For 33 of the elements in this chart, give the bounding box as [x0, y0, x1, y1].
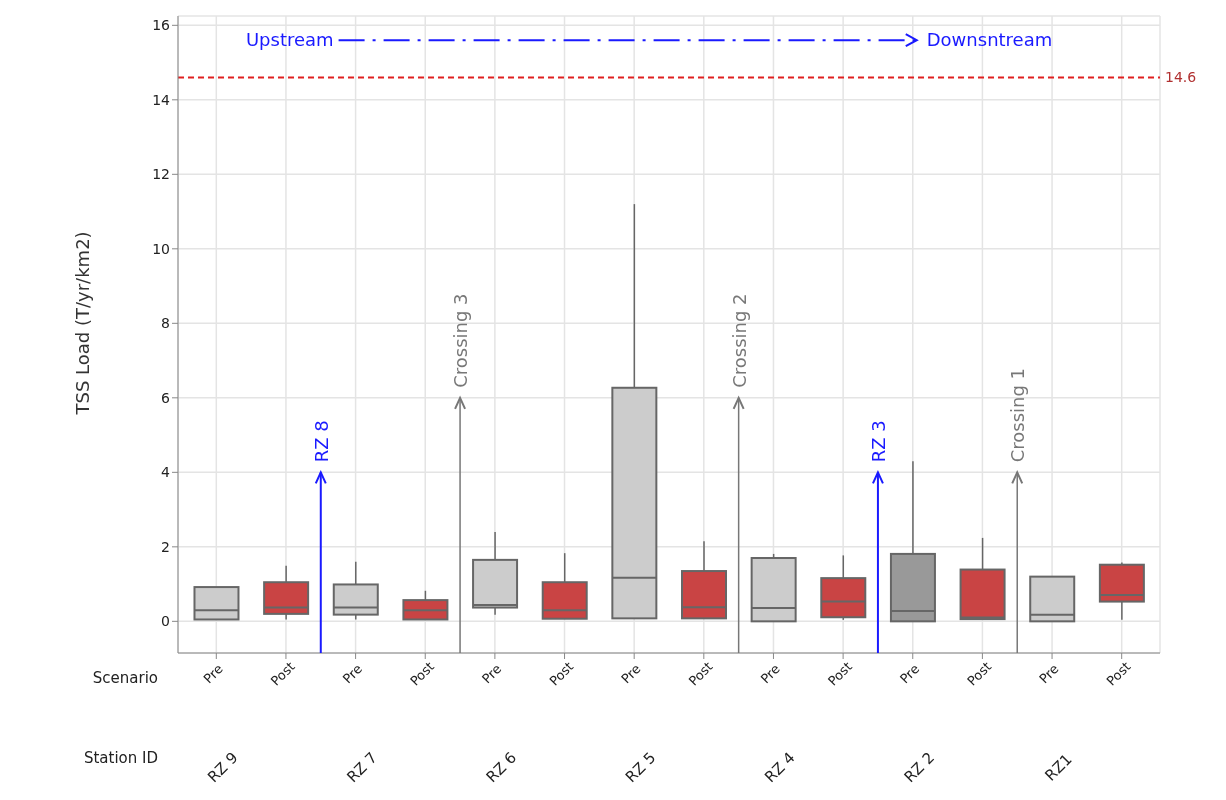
x-tick-label: Pre — [896, 661, 923, 687]
annotation: RZ 3 — [867, 420, 889, 463]
x-tick-label: Pre — [1036, 661, 1062, 687]
y-tick-label: 6 — [161, 389, 171, 406]
text: RZ 6 — [482, 748, 521, 787]
y-tick-label: 2 — [161, 538, 170, 555]
text: Scenario — [92, 669, 158, 687]
text: RZ 5 — [621, 748, 660, 787]
y-axis-title: TSS Load (T/yr/km2) — [72, 231, 94, 416]
annotation: Upstream — [245, 29, 334, 51]
annotation: Crossing 2 — [728, 293, 750, 388]
annotation: Crossing 1 — [1007, 367, 1029, 463]
text: Station ID — [83, 749, 158, 767]
x-tick-label: Pre — [479, 661, 505, 687]
y-tick-label: 4 — [161, 464, 171, 481]
x-tick-label: Pre — [618, 661, 644, 687]
ref-line-label: 14.6 — [1165, 69, 1197, 86]
y-tick-label: 8 — [161, 315, 170, 332]
text: RZ 9 — [204, 748, 242, 787]
y-tick-label: 12 — [152, 166, 170, 183]
text: RZ 4 — [761, 748, 799, 787]
x-tick-label: Pre — [339, 661, 366, 687]
x-tick-label: Pre — [200, 661, 226, 687]
y-tick-label: 0 — [161, 613, 170, 630]
text: RZ 2 — [900, 748, 938, 787]
y-tick-label: 14 — [152, 91, 171, 108]
text: RZ 7 — [343, 748, 381, 787]
y-tick-label: 16 — [152, 17, 171, 34]
annotation: Crossing 3 — [450, 293, 472, 388]
y-tick-label: 10 — [152, 240, 170, 257]
x-tick-label: Pre — [757, 661, 783, 687]
annotation: Downsntream — [926, 29, 1053, 51]
annotation: RZ 8 — [310, 420, 332, 463]
